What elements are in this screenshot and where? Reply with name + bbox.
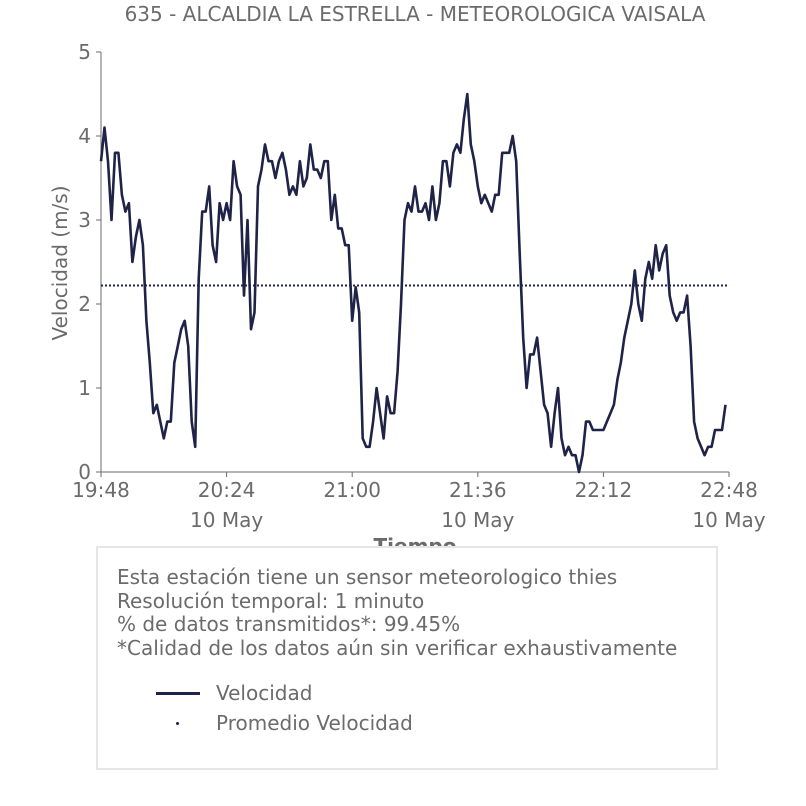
legend-label-promedio: Promedio Velocidad: [216, 711, 413, 735]
series-layer: [99, 92, 729, 474]
info-sensor: Esta estación tiene un sensor meteorolog…: [117, 565, 618, 589]
y-tick-label: 5: [78, 40, 91, 64]
x-tick-date-label: 10 May: [692, 508, 765, 532]
velocity-chart: 635 - ALCALDIA LA ESTRELLA - METEOROLOGI…: [48, 2, 766, 558]
legend-line-swatch: [156, 692, 200, 695]
x-tick-label: 19:48: [72, 478, 130, 502]
x-tick-date-label: 10 May: [441, 508, 514, 532]
y-tick-label: 4: [78, 124, 91, 148]
station-info: Esta estación tiene un sensor meteorolog…: [117, 565, 678, 660]
y-tick-label: 3: [78, 208, 91, 232]
x-tick-label: 22:12: [575, 478, 633, 502]
legend-label-velocidad: Velocidad: [216, 681, 313, 705]
info-quality-note: *Calidad de los datos aún sin verificar …: [117, 635, 678, 660]
info-resolution: Resolución temporal: 1 minuto: [117, 588, 425, 613]
chart-title: 635 - ALCALDIA LA ESTRELLA - METEOROLOGI…: [125, 2, 706, 26]
y-tick-label: 1: [78, 376, 91, 400]
x-tick-label: 21:36: [449, 478, 507, 502]
info-transmitted: % de datos transmitidos*: 99.45%: [117, 612, 461, 636]
x-tick-label: 20:24: [198, 478, 256, 502]
y-tick-label: 2: [78, 292, 91, 316]
y-tick-label: 0: [78, 460, 91, 484]
x-tick-label: 22:48: [700, 478, 758, 502]
axis-ticks: 0 1 2 3 4 5 19:48 20:24 10 May 21:00 21:36 10 May 22…: [72, 40, 766, 532]
chart-axes: [100, 52, 729, 473]
x-tick-label: 21:00: [323, 478, 381, 502]
legend-dot-swatch: [176, 722, 179, 725]
info-legend-box: Esta estación tiene un sensor meteorolog…: [96, 546, 718, 770]
series-line-velocidad: [99, 92, 727, 474]
x-tick-date-label: 10 May: [190, 508, 263, 532]
y-axis-label: Velocidad (m/s): [48, 185, 72, 340]
